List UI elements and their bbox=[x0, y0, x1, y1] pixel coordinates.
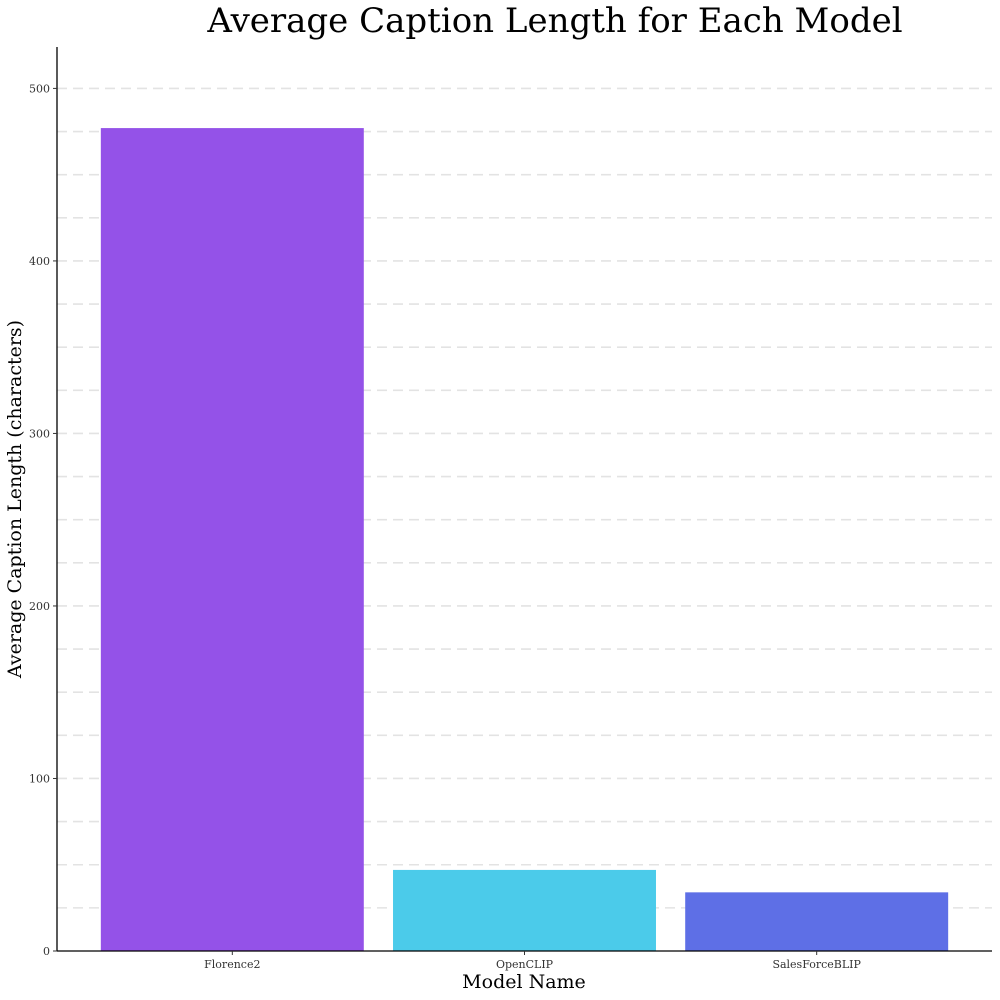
y-axis-title: Average Caption Length (characters) bbox=[4, 320, 26, 679]
bar-salesforceblip bbox=[685, 892, 949, 951]
x-tick-label: OpenCLIP bbox=[496, 958, 554, 971]
y-tick-label: 400 bbox=[29, 255, 50, 268]
x-tick-label: SalesForceBLIP bbox=[772, 958, 861, 971]
bar-florence2 bbox=[100, 128, 364, 951]
chart-title: Average Caption Length for Each Model bbox=[206, 1, 902, 41]
bars bbox=[100, 128, 949, 951]
x-axis-title: Model Name bbox=[462, 971, 586, 993]
bar-openclip bbox=[393, 869, 656, 951]
y-tick-label: 200 bbox=[29, 600, 50, 613]
x-axis-ticks: Florence2 OpenCLIP SalesForceBLIP bbox=[204, 951, 862, 971]
y-tick-label: 300 bbox=[29, 427, 50, 440]
x-tick-label: Florence2 bbox=[204, 958, 260, 971]
grid-lines bbox=[57, 87, 992, 909]
y-tick-label: 100 bbox=[29, 772, 50, 785]
y-tick-label: 500 bbox=[29, 82, 50, 95]
y-tick-label: 0 bbox=[43, 945, 50, 958]
y-axis-ticks: 0 100 200 300 400 500 bbox=[29, 82, 57, 958]
